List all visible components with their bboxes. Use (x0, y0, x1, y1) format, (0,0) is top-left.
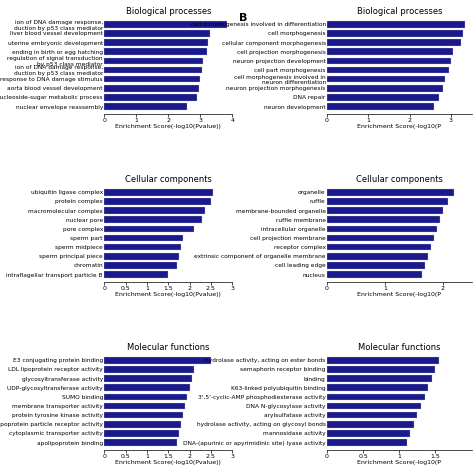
Bar (327, 253, 428, 260)
Bar (327, 103, 435, 110)
Bar (327, 57, 451, 64)
Bar (327, 207, 443, 214)
Bar (104, 198, 211, 205)
Bar (104, 189, 213, 196)
Bar (327, 189, 454, 196)
Title: Cellular components: Cellular components (356, 175, 443, 184)
Bar (104, 439, 177, 446)
Bar (327, 21, 465, 27)
Bar (104, 21, 228, 27)
Bar (327, 384, 428, 391)
Bar (327, 393, 425, 400)
Bar (327, 48, 453, 55)
Bar (327, 226, 437, 232)
Bar (327, 366, 436, 373)
Bar (104, 366, 194, 373)
Bar (104, 412, 183, 419)
Bar (327, 235, 434, 241)
Bar (104, 403, 185, 410)
X-axis label: Enrichment Score(-log10(Pvalue)): Enrichment Score(-log10(Pvalue)) (115, 292, 221, 297)
Bar (327, 262, 425, 269)
Bar (104, 30, 210, 37)
X-axis label: Enrichment Score(-log10(P: Enrichment Score(-log10(P (357, 124, 441, 129)
Title: Cellular components: Cellular components (125, 175, 212, 184)
Bar (327, 412, 418, 419)
Bar (104, 207, 205, 214)
Bar (327, 421, 414, 428)
Bar (104, 393, 187, 400)
Bar (104, 226, 194, 232)
Bar (327, 403, 421, 410)
Title: Biological processes: Biological processes (356, 7, 442, 16)
Title: Biological processes: Biological processes (126, 7, 211, 16)
Bar (327, 76, 445, 82)
Title: Molecular functions: Molecular functions (358, 343, 441, 352)
Bar (104, 57, 203, 64)
Bar (104, 244, 181, 250)
X-axis label: Enrichment Score(-log10(P: Enrichment Score(-log10(P (357, 292, 441, 297)
Text: B: B (239, 13, 248, 23)
Bar (104, 271, 168, 278)
Bar (327, 198, 448, 205)
X-axis label: Enrichment Score(-log10(P: Enrichment Score(-log10(P (357, 460, 441, 465)
Bar (104, 76, 200, 82)
Bar (104, 103, 187, 110)
X-axis label: Enrichment Score(-log10(Pvalue)): Enrichment Score(-log10(Pvalue)) (115, 124, 221, 129)
X-axis label: Enrichment Score(-log10(Pvalue)): Enrichment Score(-log10(Pvalue)) (115, 460, 221, 465)
Bar (104, 85, 199, 91)
Bar (327, 39, 461, 46)
Bar (327, 430, 410, 437)
Bar (327, 244, 431, 250)
Bar (104, 94, 197, 100)
Bar (104, 39, 208, 46)
Bar (327, 85, 443, 91)
Bar (104, 48, 207, 55)
Bar (104, 262, 177, 269)
Bar (327, 375, 432, 382)
Title: Molecular functions: Molecular functions (127, 343, 210, 352)
Bar (104, 375, 191, 382)
Bar (104, 430, 179, 437)
Bar (104, 421, 181, 428)
Bar (104, 384, 190, 391)
Bar (327, 271, 422, 278)
Bar (327, 30, 464, 37)
Bar (104, 253, 179, 260)
Bar (327, 357, 439, 364)
Bar (104, 357, 211, 364)
Bar (327, 439, 407, 446)
Bar (327, 94, 438, 100)
Bar (104, 217, 202, 223)
Bar (104, 235, 183, 241)
Bar (104, 67, 202, 73)
Bar (327, 67, 449, 73)
Bar (327, 217, 440, 223)
